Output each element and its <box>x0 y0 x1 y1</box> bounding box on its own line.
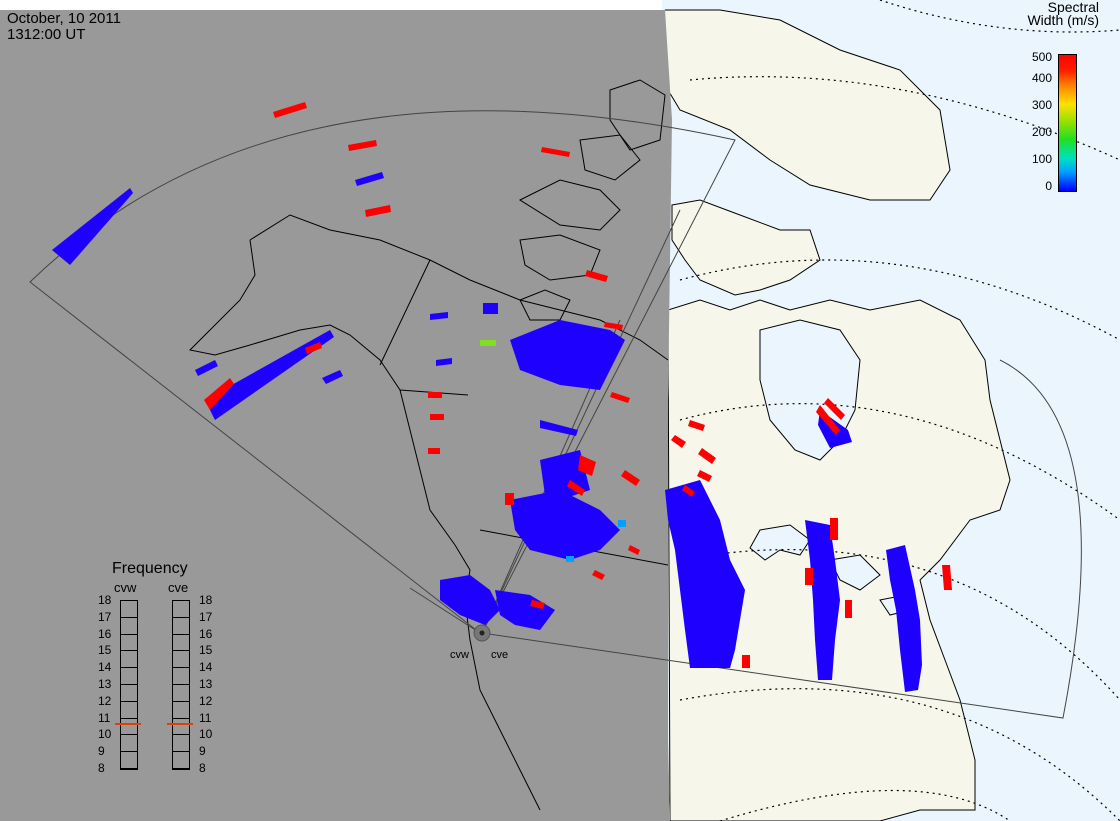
frequency-cell <box>173 702 189 719</box>
frequency-tick: 13 <box>98 677 112 691</box>
frequency-tick: 10 <box>98 727 112 742</box>
frequency-tick: 11 <box>98 710 111 725</box>
radar-label-cve: cve <box>491 649 509 661</box>
frequency-label-cvw: cvw <box>114 580 137 595</box>
radar-label-cvw: cvw <box>450 649 469 661</box>
frequency-cell <box>173 618 189 635</box>
frequency-cell <box>173 651 189 669</box>
frequency-cell <box>121 735 137 753</box>
frequency-cell <box>121 719 137 736</box>
colorbar-tick: 400 <box>1031 71 1052 85</box>
frequency-cell <box>121 685 137 702</box>
frequency-tick: 14 <box>199 660 213 675</box>
frequency-tick: 11 <box>199 710 212 725</box>
frequency-cell <box>121 601 137 618</box>
scatter-high-width <box>204 102 952 668</box>
frequency-tick: 8 <box>199 761 206 775</box>
time-label: 1312:00 UT <box>7 26 86 43</box>
frequency-tick: 18 <box>199 593 213 607</box>
frequency-tick: 18 <box>98 593 112 607</box>
date-label: October, 10 2011 <box>7 10 121 27</box>
frequency-tick: 17 <box>98 609 112 624</box>
colorbar-tick: 500 <box>1031 50 1052 64</box>
frequency-tick: 15 <box>98 643 112 658</box>
colorbar-units: Width (m/s) <box>1027 12 1099 28</box>
frequency-cell <box>173 719 189 736</box>
day-side <box>662 0 1120 821</box>
frequency-tick: 12 <box>199 693 213 708</box>
colorbar-tick: 200 <box>1031 125 1052 139</box>
colorbar-tick: 100 <box>1031 152 1052 166</box>
frequency-cell <box>121 752 137 769</box>
frequency-cell <box>173 635 189 652</box>
scatter-mid-width <box>480 340 626 562</box>
frequency-tick: 8 <box>98 761 105 775</box>
frequency-tick: 9 <box>98 744 105 759</box>
spectral-width-colorbar <box>1058 54 1077 192</box>
colorbar-title: Spectral <box>1047 0 1099 15</box>
frequency-cell <box>173 752 189 769</box>
frequency-marker-cve <box>167 723 193 726</box>
colorbar-tick: 0 <box>1045 179 1052 193</box>
frequency-tick: 10 <box>199 727 213 742</box>
night-side <box>0 10 672 821</box>
frequency-cell <box>173 735 189 753</box>
frequency-cell <box>173 601 189 618</box>
frequency-cell <box>173 685 189 702</box>
colorbar-tick: 300 <box>1031 98 1052 112</box>
frequency-tick: 12 <box>98 693 112 708</box>
frequency-panel-title: Frequency <box>112 560 188 577</box>
frequency-marker-cvw <box>115 723 141 726</box>
frequency-cell <box>121 668 137 685</box>
frequency-cell <box>121 635 137 652</box>
radar-site-icon <box>473 624 491 642</box>
frequency-tick: 14 <box>98 660 112 675</box>
frequency-cell <box>121 618 137 635</box>
frequency-tick: 13 <box>199 677 213 691</box>
frequency-tick: 9 <box>199 744 206 759</box>
frequency-cell <box>173 668 189 685</box>
frequency-tick: 16 <box>98 626 112 641</box>
frequency-tick: 17 <box>199 609 213 624</box>
frequency-bar-cve <box>172 600 190 770</box>
frequency-cell <box>121 702 137 719</box>
frequency-cell <box>121 651 137 669</box>
frequency-label-cve: cve <box>168 580 189 595</box>
frequency-bar-cvw <box>120 600 138 770</box>
frequency-tick: 15 <box>199 643 213 658</box>
latitude-grid <box>679 0 1120 821</box>
frequency-tick: 16 <box>199 626 213 641</box>
